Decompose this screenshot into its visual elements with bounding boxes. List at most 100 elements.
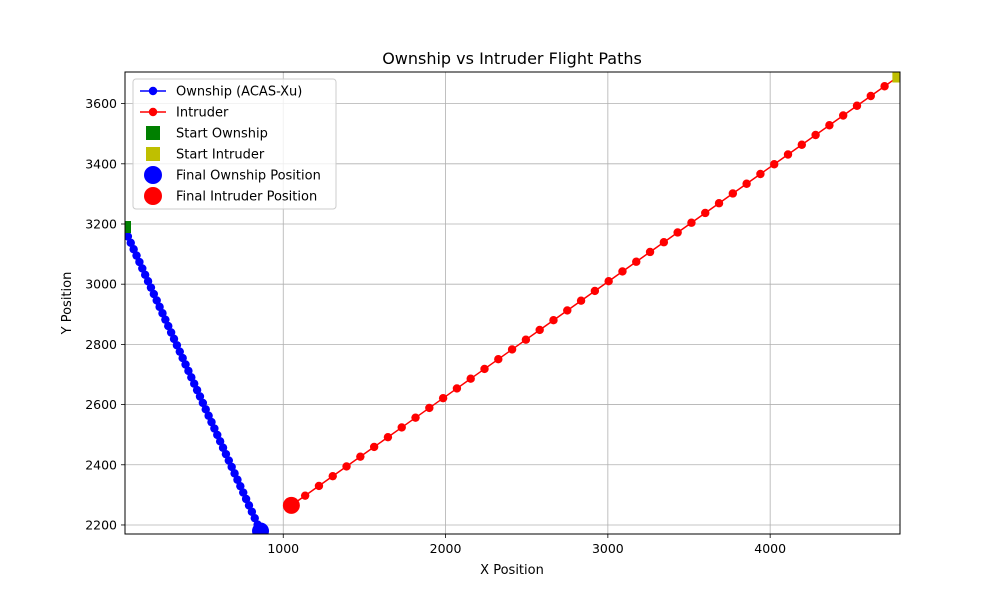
data-point-ownship [161, 315, 170, 324]
data-point-ownship [236, 481, 245, 491]
data-point-intruder [866, 91, 875, 101]
data-point-intruder [576, 296, 586, 305]
data-point-ownship [125, 232, 133, 241]
data-point-intruder [397, 423, 406, 432]
data-point-intruder [880, 82, 889, 91]
legend-item-start-ownship: Start Ownship [146, 126, 268, 142]
data-point-intruder [438, 393, 448, 403]
data-point-ownship [247, 507, 257, 516]
plot-frame [124, 71, 901, 535]
data-point-intruder [825, 121, 834, 130]
data-point-intruder [314, 481, 324, 491]
marker-final-ownship-position [252, 522, 270, 534]
data-point-intruder [714, 199, 724, 208]
data-point-intruder [480, 364, 489, 374]
legend-swatch-square [146, 126, 160, 140]
data-point-ownship [143, 277, 153, 286]
data-point-ownship [169, 334, 179, 344]
y-tick-label: 3200 [85, 216, 117, 231]
data-point-intruder [535, 325, 544, 335]
data-point-ownship [190, 379, 199, 388]
data-point-intruder [838, 111, 848, 120]
y-axis-label: Y Position [60, 272, 75, 336]
x-tick-label: 1000 [267, 541, 299, 556]
data-point-intruder [549, 316, 558, 325]
data-point-ownship [138, 264, 147, 273]
data-point-ownship [213, 430, 222, 440]
legend-box [132, 78, 337, 210]
data-point-ownship [230, 469, 239, 478]
data-point-intruder [756, 169, 765, 179]
data-point-ownship [210, 424, 219, 433]
data-point-intruder [521, 335, 531, 344]
data-point-intruder [342, 462, 351, 471]
legend-label: Start Ownship [176, 127, 268, 142]
y-tick-label: 2400 [85, 457, 117, 472]
data-point-ownship [172, 341, 182, 350]
data-point-ownship [135, 257, 144, 267]
legend-label: Final Ownship Position [176, 169, 321, 184]
data-point-intruder [659, 238, 669, 247]
data-point-intruder [369, 442, 379, 452]
data-point-intruder [742, 179, 751, 188]
x-tick-label: 2000 [430, 541, 462, 556]
data-point-intruder [328, 471, 337, 481]
marker-start-ownship [125, 221, 131, 234]
data-point-ownship [181, 360, 190, 369]
data-point-ownship [201, 405, 210, 414]
data-point-ownship [239, 488, 248, 497]
legend-swatch-circle [144, 166, 162, 184]
data-point-ownship [152, 296, 161, 305]
legend-item-intruder: Intruder [140, 106, 229, 121]
legend-label: Intruder [176, 106, 229, 121]
legend-swatch-marker [148, 107, 158, 117]
legend-item-start-intruder: Start Intruder [146, 147, 265, 163]
data-point-intruder [645, 247, 655, 257]
x-tick-label: 3000 [592, 541, 624, 556]
y-tick-label: 3600 [85, 96, 117, 111]
chart-title: Ownship vs Intruder Flight Paths [382, 49, 642, 68]
y-tick-label: 2200 [85, 517, 117, 532]
data-point-intruder [797, 140, 807, 149]
data-point-ownship [218, 443, 228, 452]
data-point-intruder [852, 101, 862, 110]
data-point-intruder [356, 452, 365, 461]
data-point-intruder [604, 277, 613, 286]
legend-item-final-ownship-position: Final Ownship Position [144, 166, 321, 184]
legend-label: Ownship (ACAS-Xu) [176, 85, 302, 100]
legend: Ownship (ACAS-Xu) Intruder Start Ownship St… [132, 78, 337, 210]
data-point-ownship [126, 238, 135, 248]
data-point-ownship [158, 309, 167, 318]
data-point-ownship [198, 398, 208, 408]
y-tick-label: 2600 [85, 397, 117, 412]
data-point-ownship [207, 417, 216, 427]
data-point-intruder [673, 228, 682, 237]
legend-swatch-marker [148, 86, 158, 96]
data-point-ownship [164, 321, 173, 331]
data-point-intruder [507, 345, 517, 354]
data-point-ownship [250, 513, 259, 523]
data-point-ownship [129, 245, 138, 254]
data-point-ownship [184, 366, 193, 376]
data-point-intruder [618, 267, 627, 276]
data-point-ownship [204, 411, 213, 420]
legend-item-final-intruder-position: Final Intruder Position [144, 187, 317, 205]
data-point-intruder [687, 218, 696, 227]
data-point-ownship [155, 302, 164, 312]
data-point-intruder [811, 130, 820, 140]
legend-swatch-square [146, 147, 160, 161]
y-tick-label: 3400 [85, 156, 117, 171]
data-point-intruder [783, 150, 793, 159]
data-point-intruder [728, 189, 738, 198]
legend-swatch-circle [144, 187, 162, 205]
data-point-ownship [241, 494, 251, 504]
marker-final-intruder-position [282, 496, 300, 514]
data-point-intruder [494, 354, 503, 364]
data-point-intruder [425, 403, 434, 413]
data-point-ownship [215, 437, 225, 446]
data-point-ownship [175, 347, 184, 356]
data-point-ownship [227, 462, 236, 472]
y-tick-label: 2800 [85, 337, 117, 352]
data-point-intruder [466, 374, 475, 383]
